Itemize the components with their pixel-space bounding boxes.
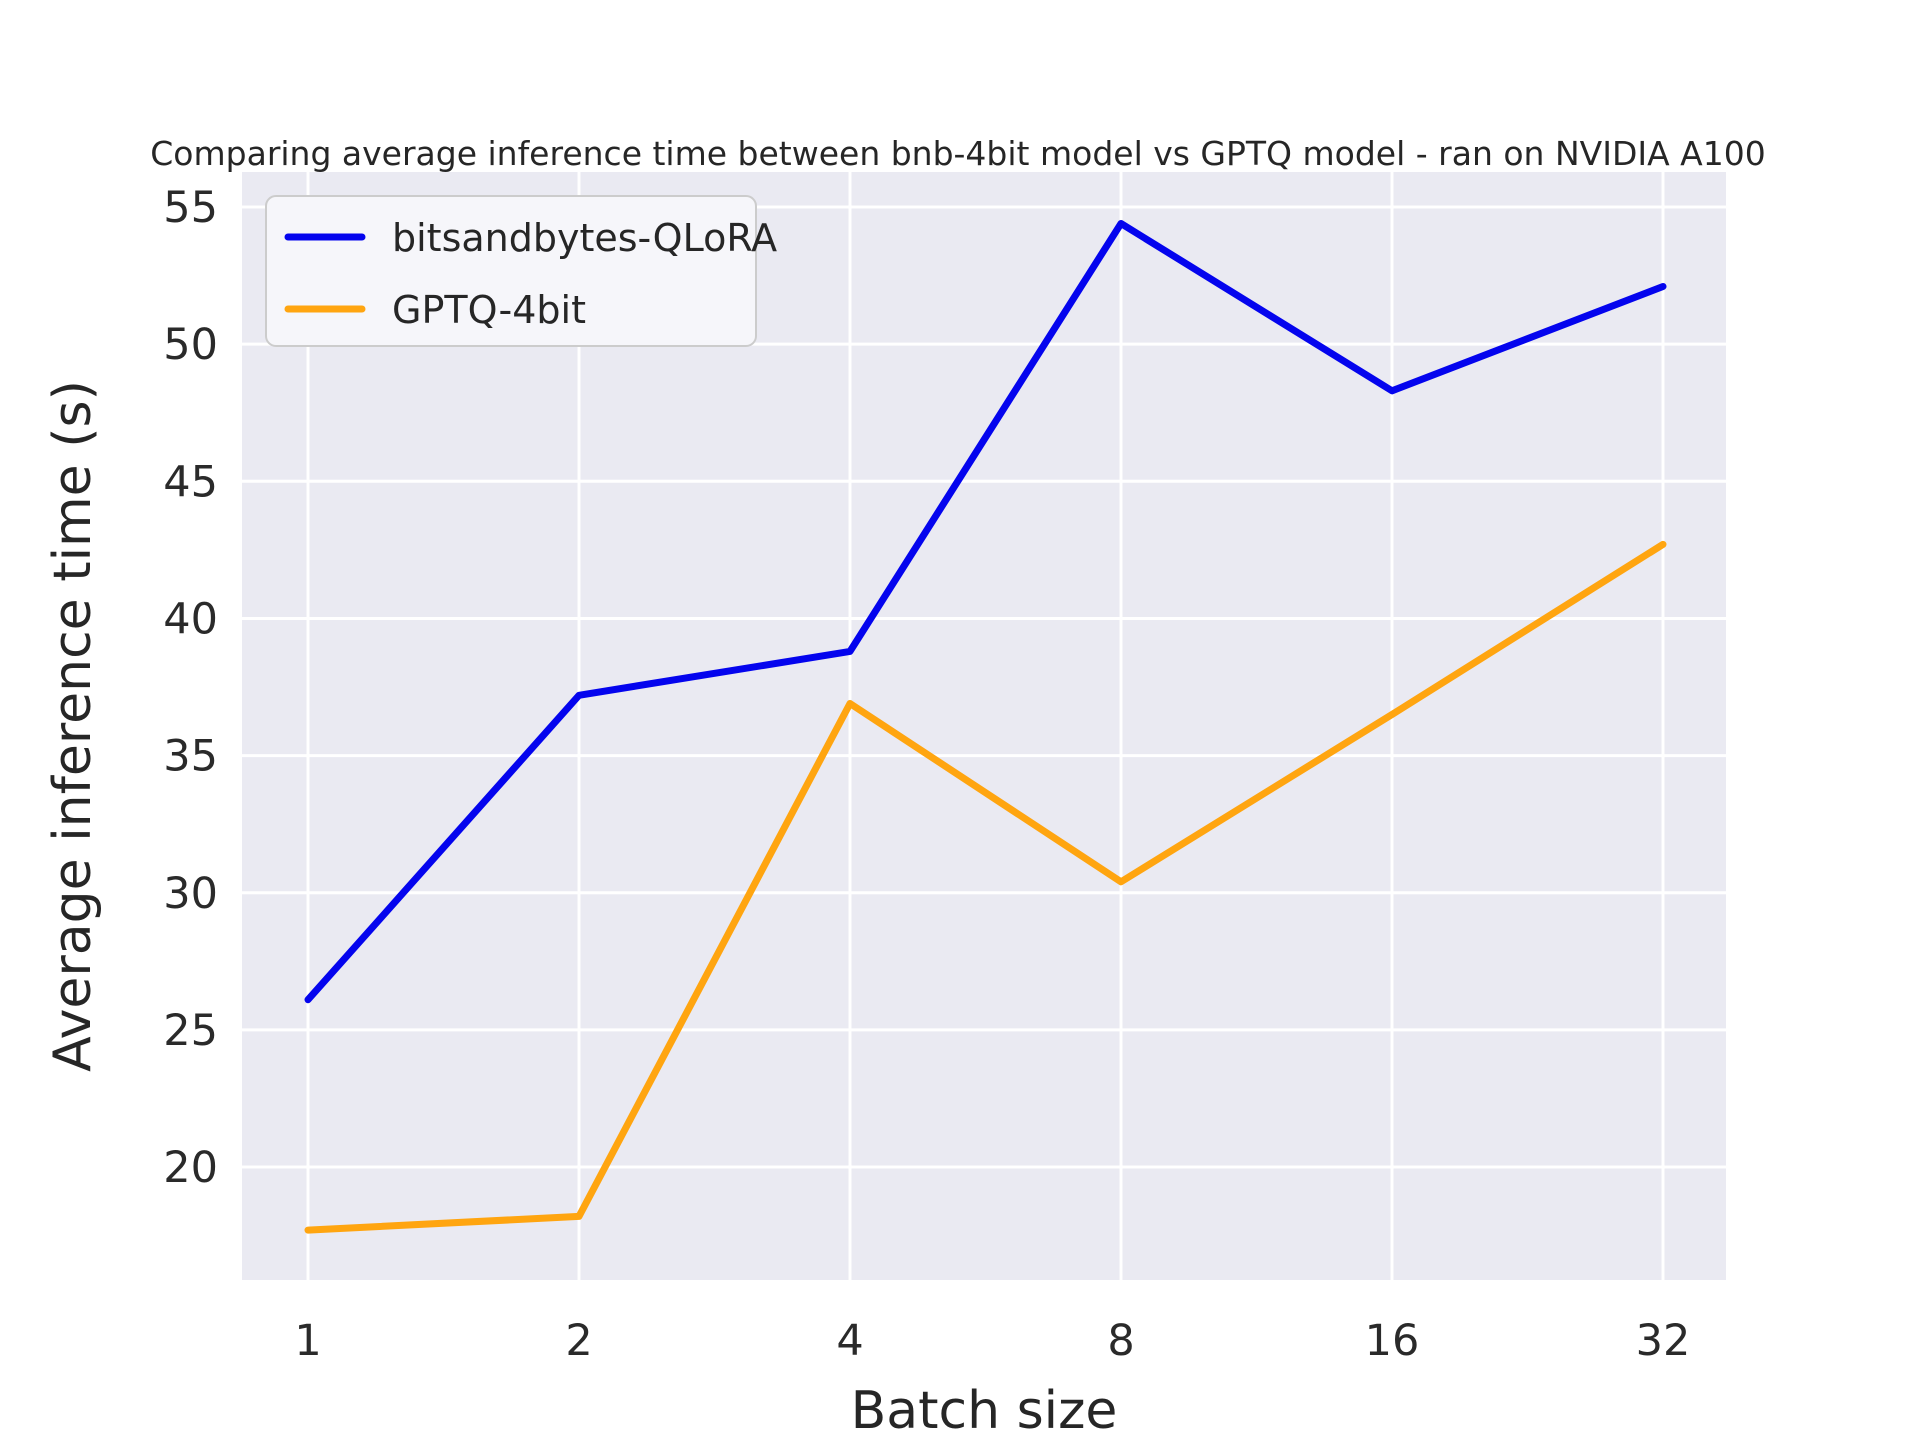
x-tick-label: 32 [1636, 1316, 1691, 1366]
x-tick-label: 8 [1107, 1316, 1134, 1366]
y-tick-label: 25 [163, 1006, 218, 1056]
y-tick-label: 40 [163, 594, 218, 644]
y-tick-label: 50 [163, 320, 218, 370]
chart-title: Comparing average inference time between… [150, 134, 1765, 173]
y-tick-label: 30 [163, 869, 218, 919]
y-tick-label: 55 [163, 183, 218, 233]
legend-label: GPTQ-4bit [392, 288, 586, 332]
series-line-bitsandbytes-qlora [304, 220, 1667, 1004]
x-tick-label: 16 [1365, 1316, 1420, 1366]
y-tick-label: 20 [163, 1143, 218, 1193]
y-axis-label: Average inference time (s) [43, 380, 103, 1072]
y-tick-label: 35 [163, 732, 218, 782]
legend-box [265, 195, 757, 347]
x-tick-label: 2 [565, 1316, 592, 1366]
y-tick-label: 45 [163, 457, 218, 507]
x-tick-label: 4 [836, 1316, 863, 1366]
legend-label: bitsandbytes-QLoRA [392, 216, 777, 260]
x-tick-label: 1 [294, 1316, 321, 1366]
series-line-gptq-4bit [304, 540, 1667, 1234]
x-axis-label: Batch size [851, 1381, 1118, 1440]
